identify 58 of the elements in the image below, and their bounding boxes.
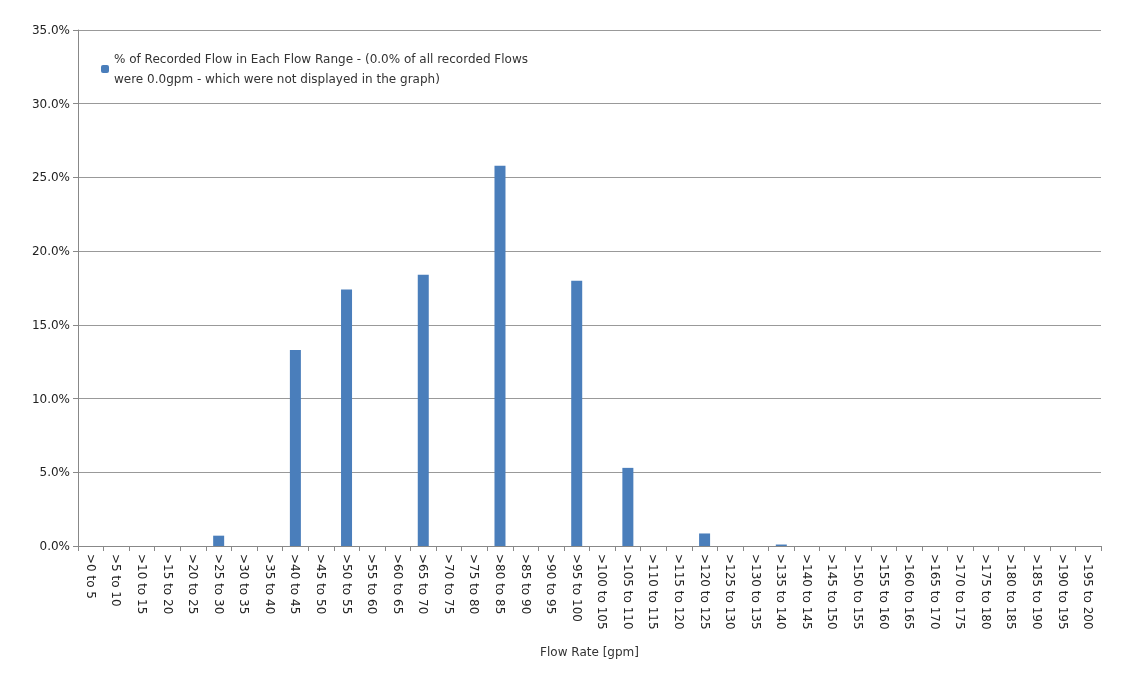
x-tick-label: >150 to 155 (851, 554, 866, 630)
x-tick-label: >155 to 160 (876, 554, 891, 630)
y-tick-label: 0.0% (39, 539, 70, 553)
x-tick-label: >170 to 175 (953, 554, 968, 630)
x-tick-label: >125 to 130 (723, 554, 738, 630)
x-tick-label: >195 to 200 (1081, 554, 1096, 630)
x-tick-label: >140 to 145 (799, 554, 814, 630)
x-tick-label: >120 to 125 (697, 554, 712, 630)
bar (699, 533, 711, 546)
x-tick-label: >180 to 185 (1004, 554, 1019, 630)
x-tick-label: >20 to 25 (186, 554, 201, 615)
y-tick-label: 10.0% (31, 391, 70, 406)
x-tick-label: >95 to 100 (569, 554, 584, 622)
x-tick-label: >80 to 85 (492, 554, 507, 615)
y-tick-label: 5.0% (39, 465, 70, 480)
x-tick-label: >55 to 60 (365, 554, 380, 615)
bar (622, 467, 634, 546)
bar (417, 274, 429, 546)
bar (571, 280, 583, 546)
x-tick-label: >135 to 140 (774, 554, 789, 630)
x-tick-label: >30 to 35 (237, 554, 252, 615)
x-tick-label: >10 to 15 (134, 554, 149, 615)
bar (341, 289, 353, 546)
x-tick-label: >160 to 165 (902, 554, 917, 630)
x-tick-label: >15 to 20 (160, 554, 175, 615)
x-tick-label: >35 to 40 (262, 554, 277, 615)
x-tick-label: >100 to 105 (595, 554, 610, 630)
x-tick-label: >75 to 80 (467, 554, 482, 615)
x-tick-label: >130 to 135 (748, 554, 763, 630)
x-tick-label: >165 to 170 (927, 554, 942, 630)
x-tick-label: >105 to 110 (620, 554, 635, 630)
x-tick-label: >175 to 180 (978, 554, 993, 630)
bar (494, 165, 506, 546)
legend-label: % of Recorded Flow in Each Flow Range - (0.0% of all recorded Flows were 0.0gpm - which were not displayed in the graph) (114, 52, 532, 86)
y-tick-label: 35.0% (31, 23, 70, 37)
x-axis-title: Flow Rate [gpm] (540, 645, 639, 659)
x-tick-label: >60 to 65 (390, 554, 405, 615)
x-tick-label: >90 to 95 (544, 554, 559, 615)
x-tick-label: >0 to 5 (83, 554, 98, 599)
x-tick-label: >40 to 45 (288, 554, 303, 615)
x-tick-label: >50 to 55 (339, 554, 354, 615)
x-tick-label: >185 to 190 (1030, 554, 1045, 630)
x-tick-label: >190 to 195 (1055, 554, 1070, 630)
y-tick-label: 15.0% (31, 317, 70, 332)
x-tick-label: >115 to 120 (672, 554, 687, 630)
x-tick-label: >145 to 150 (825, 554, 840, 630)
x-tick-label: >70 to 75 (441, 554, 456, 615)
x-tick-label: >25 to 30 (211, 554, 226, 615)
y-tick-label: 30.0% (31, 96, 70, 111)
x-tick-label: >5 to 10 (109, 554, 124, 607)
x-tick-label: >65 to 70 (416, 554, 431, 615)
bar (213, 535, 225, 546)
bar (289, 349, 301, 546)
x-tick-label: >45 to 50 (313, 554, 328, 615)
y-tick-label: 20.0% (31, 244, 70, 259)
x-tick-label: >85 to 90 (518, 554, 533, 615)
x-tick-label: >110 to 115 (646, 554, 661, 630)
y-tick-label: 25.0% (31, 170, 70, 185)
